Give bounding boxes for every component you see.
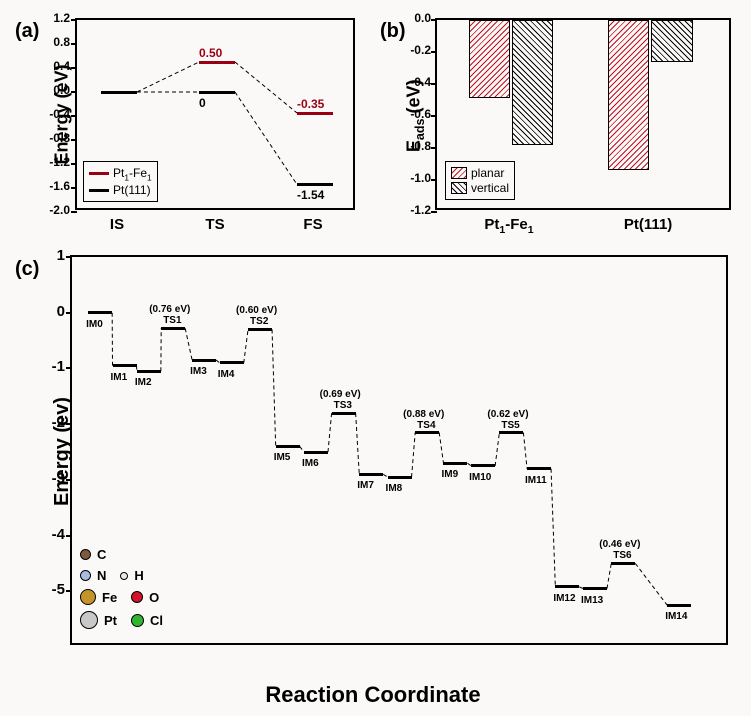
bar-planar — [608, 20, 649, 170]
state-label: IM11 — [525, 475, 547, 486]
energy-level — [199, 61, 235, 64]
state-level — [161, 327, 185, 330]
panel-b-ytick: 0.0 — [393, 11, 431, 25]
state-label: IM4 — [218, 369, 235, 380]
bar-vertical — [651, 20, 692, 62]
panel-b-ytick: -1.2 — [393, 203, 431, 217]
panel-b-ylabel: Eads (eV) — [404, 79, 428, 152]
state-label: IM3 — [190, 366, 207, 377]
panel-b-ytick: -1.0 — [393, 171, 431, 185]
state-label: IM5 — [274, 452, 291, 463]
panel-c-ylabel: Energy (ev) — [51, 397, 74, 506]
bar-planar — [469, 20, 510, 98]
state-label: IM0 — [86, 319, 103, 330]
state-label: IM13 — [581, 595, 603, 606]
panel-a-xtick: FS — [298, 216, 328, 233]
state-level — [471, 464, 495, 467]
atom-dot-Fe — [80, 589, 96, 605]
atom-dot-Cl — [131, 614, 144, 627]
atom-dot-C — [80, 549, 91, 560]
state-label: IM6 — [302, 458, 319, 469]
state-label: IM2 — [135, 377, 152, 388]
panel-b-legend: planarvertical — [445, 161, 515, 200]
atom-dot-O — [131, 591, 143, 603]
ts-barrier: (0.88 eV) — [403, 409, 444, 420]
state-label: IM14 — [665, 611, 687, 622]
state-level — [555, 585, 579, 588]
panel-b-xtick: Pt(111) — [608, 216, 688, 233]
state-level — [137, 370, 161, 373]
ts-barrier: (0.60 eV) — [236, 305, 277, 316]
panel-a-xtick: IS — [102, 216, 132, 233]
state-level — [220, 361, 244, 364]
state-level — [88, 311, 112, 314]
bar-vertical — [512, 20, 553, 145]
state-level — [667, 604, 691, 607]
panel-c: IM0IM1IM2(0.76 eV)TS1IM3IM4(0.60 eV)TS2I… — [70, 255, 728, 645]
panel-a-ytick: 0.8 — [30, 35, 70, 49]
panel-b-ytick: -0.2 — [393, 43, 431, 57]
state-level — [304, 451, 328, 454]
panel-b: planarvertical — [435, 18, 731, 210]
panel-c-ytick: -1 — [35, 358, 65, 375]
state-label: IM8 — [386, 483, 403, 494]
state-label: IM1 — [111, 372, 128, 383]
atom-dot-H — [120, 572, 128, 580]
state-level — [499, 431, 523, 434]
energy-value: 0 — [199, 96, 206, 110]
panel-c-ytick: 1 — [35, 247, 65, 264]
ts-barrier: (0.62 eV) — [487, 409, 528, 420]
energy-value: 0.50 — [199, 46, 222, 60]
state-level — [332, 412, 356, 415]
ts-barrier: (0.69 eV) — [320, 389, 361, 400]
ts-barrier: (0.46 eV) — [599, 539, 640, 550]
state-level — [415, 431, 439, 434]
panel-c-ytick: -4 — [35, 526, 65, 543]
state-level — [248, 328, 272, 331]
panel-c-xlabel: Reaction Coordinate — [10, 682, 736, 708]
atom-dot-Pt — [80, 611, 98, 629]
energy-level — [101, 91, 137, 94]
panel-a-xtick: TS — [200, 216, 230, 233]
energy-value: -1.54 — [297, 188, 324, 202]
panel-a-legend: Pt1-Fe1Pt(111) — [83, 161, 158, 202]
energy-level — [199, 91, 235, 94]
panel-b-xtick: Pt1-Fe1 — [469, 216, 549, 236]
panel-a-ytick: -1.6 — [30, 179, 70, 193]
panel-c-ytick: 0 — [35, 303, 65, 320]
atom-dot-N — [80, 570, 91, 581]
state-label: IM9 — [441, 469, 458, 480]
state-label: IM12 — [553, 593, 575, 604]
panel-a-ytick: -2.0 — [30, 203, 70, 217]
energy-level — [297, 183, 333, 186]
state-level — [611, 562, 635, 565]
state-level — [443, 462, 467, 465]
panel-a: 0.50 -0.35 0 -1.54 Pt1-Fe1Pt(111) — [75, 18, 355, 210]
state-level — [113, 364, 137, 367]
panel-a-ytick: 1.2 — [30, 11, 70, 25]
state-label: IM7 — [357, 480, 374, 491]
ts-barrier: (0.76 eV) — [149, 304, 190, 315]
panel-c-ytick: -5 — [35, 581, 65, 598]
state-level — [276, 445, 300, 448]
state-level — [192, 359, 216, 362]
state-level — [388, 476, 412, 479]
state-level — [583, 587, 607, 590]
state-label: IM10 — [469, 472, 491, 483]
atom-legend: CNHFeOPtCl — [80, 547, 177, 635]
panel-a-ylabel: Energy (eV) — [52, 64, 73, 164]
state-level — [527, 467, 551, 470]
energy-value: -0.35 — [297, 97, 324, 111]
state-level — [359, 473, 383, 476]
energy-level — [297, 112, 333, 115]
